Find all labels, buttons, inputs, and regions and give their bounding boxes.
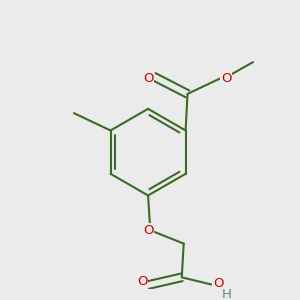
Text: O: O [143, 72, 153, 85]
Text: O: O [143, 224, 153, 237]
Text: H: H [222, 288, 232, 300]
Text: O: O [137, 275, 148, 288]
Text: O: O [221, 72, 231, 85]
Text: O: O [213, 277, 224, 290]
